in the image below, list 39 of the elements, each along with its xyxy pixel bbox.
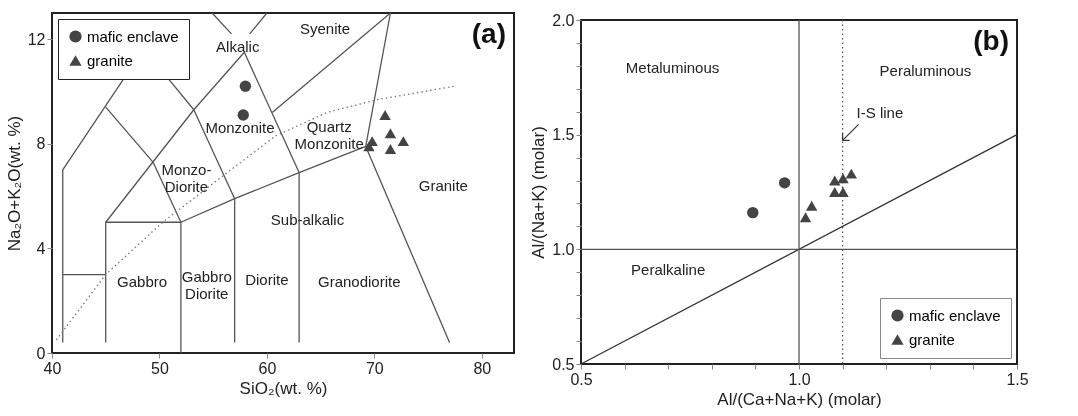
y-tick-label: 4 (36, 239, 46, 257)
y-tick-label: 8 (36, 135, 46, 153)
x-tick-label: 80 (473, 359, 492, 377)
annotation: Syenite (300, 19, 351, 37)
annotation: Granite (418, 176, 468, 194)
y-tick-label: 2.0 (552, 11, 575, 29)
y-axis-title: Na₂O+K₂O(wt. %) (4, 115, 24, 252)
legend-label: mafic enclave (909, 306, 1001, 324)
annotation: Gabbro Diorite (181, 268, 232, 303)
y-tick-label: 12 (27, 30, 46, 48)
annotation: (b) (973, 25, 1009, 56)
legend-label: granite (87, 51, 133, 69)
ref-line-label: I-S line (856, 104, 904, 122)
x-tick-label: 50 (151, 359, 169, 377)
annotation: Diorite (245, 270, 289, 288)
annotation: (a) (471, 18, 506, 49)
y-tick-label: 0 (36, 344, 46, 362)
x-tick-label: 40 (43, 359, 62, 377)
legend-label: granite (909, 330, 955, 348)
annotation: Alkalic (216, 38, 260, 55)
annotation: Peralkaline (631, 261, 706, 279)
x-axis-title: SiO₂(wt. %) (239, 378, 328, 398)
x-tick-label: 60 (258, 359, 277, 377)
x-tick-label: 1.0 (788, 370, 811, 388)
x-tick-label: 0.5 (570, 370, 593, 388)
x-tick-label: 70 (365, 359, 384, 377)
x-axis-title: Al/(Ca+Na+K) (molar) (717, 389, 882, 409)
y-tick-label: 1.5 (552, 126, 575, 144)
x-tick-label: 1.5 (1006, 370, 1029, 388)
annotation: Peraluminous (879, 61, 972, 79)
y-axis-title: Al/(Na+K) (molar) (529, 126, 549, 259)
legend-label: mafic enclave (87, 27, 179, 45)
annotation: Granodiorite (317, 273, 401, 291)
annotation: Monzo- Diorite (161, 161, 212, 196)
annotation: Quartz Monzonite (294, 117, 364, 152)
y-tick-label: 1.0 (552, 240, 575, 258)
annotation: Monzonite (205, 118, 275, 136)
annotation: Gabbro (117, 273, 168, 291)
annotation: Metaluminous (625, 59, 720, 77)
